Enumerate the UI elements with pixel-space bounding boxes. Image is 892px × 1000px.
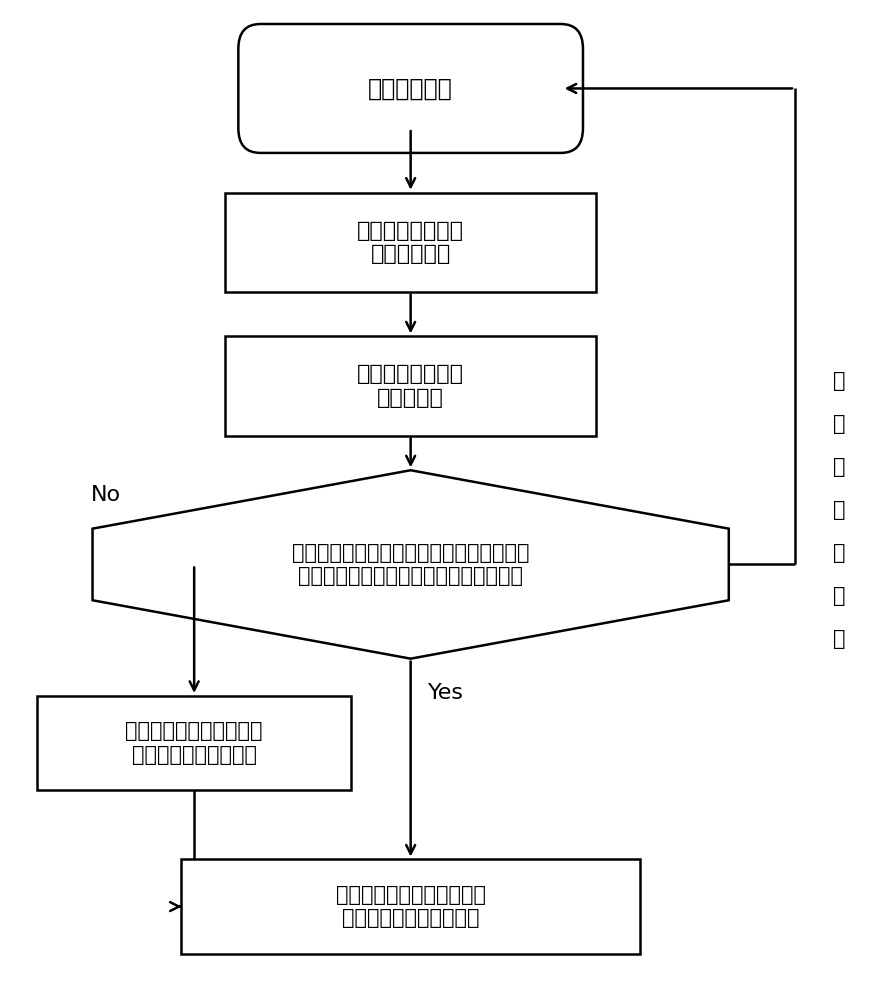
Bar — [37, 696, 351, 790]
Text: No: No — [91, 485, 120, 505]
Text: Yes: Yes — [428, 683, 464, 703]
Text: 个: 个 — [833, 457, 846, 477]
Text: 洗: 洗 — [833, 543, 846, 563]
Text: 按照当前粒度索引
法进行压缩: 按照当前粒度索引 法进行压缩 — [357, 364, 464, 408]
Polygon shape — [93, 470, 729, 659]
Bar — [225, 193, 596, 292]
Text: 当前混洗请求: 当前混洗请求 — [368, 76, 453, 100]
Text: 在混洗指令增加对应的混洗
模式地址和相对偏移信息: 在混洗指令增加对应的混洗 模式地址和相对偏移信息 — [335, 885, 485, 928]
Text: 当前混洗请求压缩后的混洗模式与混洗模式
表中的某一个表项是否存在模式偏移关系: 当前混洗请求压缩后的混洗模式与混洗模式 表中的某一个表项是否存在模式偏移关系 — [292, 543, 530, 586]
Bar — [225, 336, 596, 436]
FancyBboxPatch shape — [238, 24, 583, 153]
Text: 将当前数据粒度设
置位最小粒度: 将当前数据粒度设 置位最小粒度 — [357, 221, 464, 264]
Bar — [181, 859, 640, 954]
Text: 请: 请 — [833, 586, 846, 606]
Text: 下: 下 — [833, 371, 846, 391]
Text: 求: 求 — [833, 629, 846, 649]
Text: 一: 一 — [833, 414, 846, 434]
Text: 将当前混洗请求的混洗模
式添加到混洗模式表中: 将当前混洗请求的混洗模 式添加到混洗模式表中 — [126, 721, 263, 765]
Text: 混: 混 — [833, 500, 846, 520]
